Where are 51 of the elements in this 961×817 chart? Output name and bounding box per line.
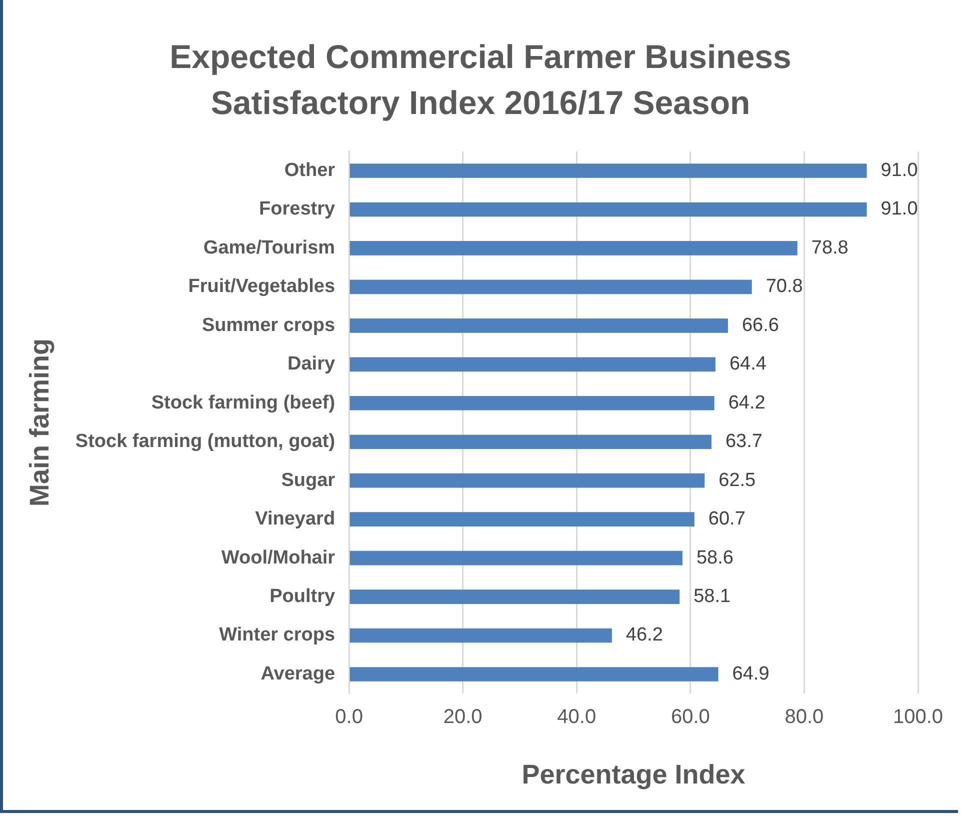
y-tick-label: Fruit/Vegetables bbox=[188, 276, 336, 298]
x-tick-label: 100.0 bbox=[892, 706, 944, 728]
x-tick-label: 60.0 bbox=[670, 706, 710, 728]
chart-title: Expected Commercial Farmer Business Satisfactory Index 2016/17 Season bbox=[168, 37, 792, 123]
bar bbox=[350, 396, 714, 410]
data-label: 60.7 bbox=[708, 508, 746, 530]
y-tick-label: Poultry bbox=[270, 586, 336, 608]
bar bbox=[350, 280, 752, 294]
y-tick-label: Forestry bbox=[259, 198, 336, 220]
bar bbox=[350, 202, 867, 217]
bar bbox=[350, 241, 798, 256]
data-label: 78.8 bbox=[811, 237, 848, 258]
x-tick-label: 0.0 bbox=[335, 706, 363, 728]
y-tick-label: Game/Tourism bbox=[203, 237, 336, 258]
data-label: 64.4 bbox=[729, 354, 767, 375]
y-tick-label: Average bbox=[260, 663, 336, 684]
y-tick-label: Dairy bbox=[288, 354, 336, 375]
bar bbox=[350, 550, 682, 566]
bar bbox=[350, 434, 712, 450]
y-tick-label: Other bbox=[284, 160, 336, 181]
bar bbox=[350, 473, 705, 488]
bar bbox=[350, 164, 867, 178]
bar bbox=[350, 628, 612, 643]
data-label: 63.7 bbox=[725, 431, 762, 452]
y-tick-label: Wool/Mohair bbox=[221, 547, 336, 568]
data-label: 70.8 bbox=[766, 276, 803, 298]
y-tick-label: Summer crops bbox=[202, 314, 336, 336]
x-tick-label: 80.0 bbox=[784, 706, 824, 728]
data-label: 62.5 bbox=[718, 470, 756, 491]
data-label: 64.2 bbox=[728, 392, 766, 414]
y-tick-label: Vineyard bbox=[255, 508, 336, 530]
bar bbox=[350, 318, 728, 333]
data-label: 64.9 bbox=[732, 663, 770, 684]
y-tick-label: Stock farming (beef) bbox=[151, 392, 336, 414]
data-label: 66.6 bbox=[742, 314, 779, 336]
bar bbox=[350, 512, 694, 526]
data-label: 46.2 bbox=[626, 624, 663, 646]
data-label: 91.0 bbox=[880, 160, 918, 181]
x-axis-title: Percentage Index bbox=[522, 759, 746, 790]
y-axis-title: Main farming bbox=[24, 338, 55, 507]
bar bbox=[350, 590, 680, 604]
y-tick-label: Winter crops bbox=[219, 624, 336, 646]
bar bbox=[350, 357, 716, 372]
x-tick-label: 40.0 bbox=[557, 706, 596, 728]
y-tick-label: Sugar bbox=[281, 470, 336, 491]
data-label: 91.0 bbox=[880, 198, 918, 220]
bar bbox=[350, 667, 718, 682]
x-tick-label: 20.0 bbox=[443, 706, 482, 728]
data-label: 58.6 bbox=[696, 547, 734, 568]
y-tick-label: Stock farming (mutton, goat) bbox=[75, 431, 336, 452]
data-label: 58.1 bbox=[694, 586, 731, 608]
